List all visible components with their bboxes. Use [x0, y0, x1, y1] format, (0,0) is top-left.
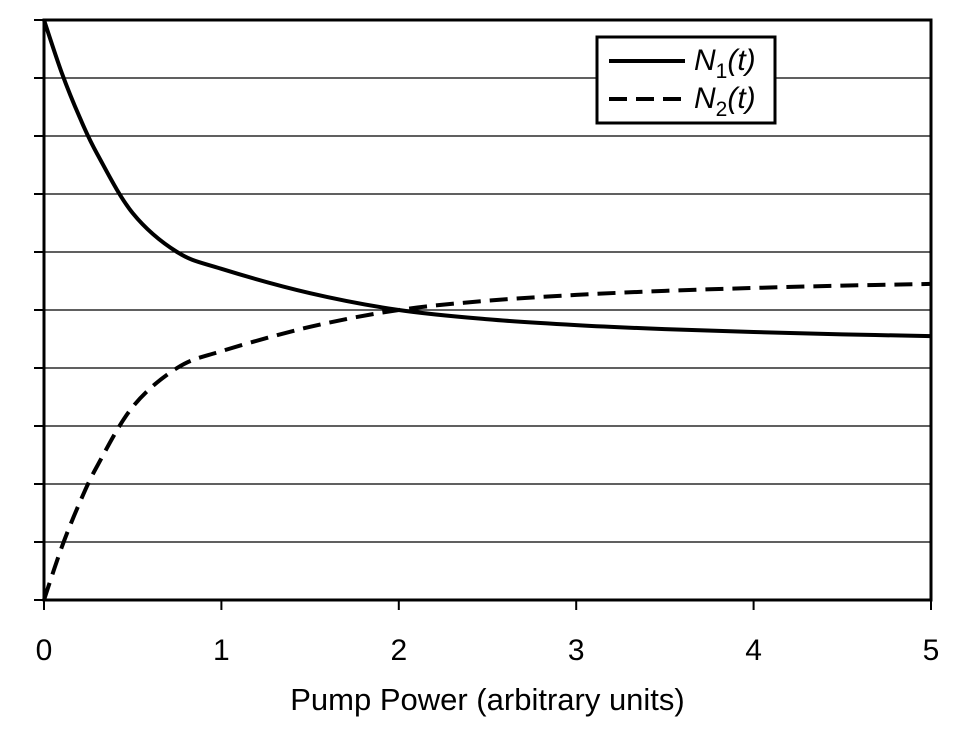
legend-n1-arg: (t) — [727, 44, 755, 77]
x-axis-label: Pump Power (arbitrary units) — [290, 682, 685, 717]
legend: N1(t) N2(t) — [595, 35, 777, 125]
legend-label-n2: N2(t) — [694, 82, 756, 121]
series-line-n2 — [42, 281, 932, 601]
x-tick-labels: 0 1 2 3 4 5 — [36, 634, 940, 667]
legend-n1-sub: 1 — [716, 60, 728, 83]
legend-n2-main: N — [694, 82, 716, 115]
legend-label-n1: N1(t) — [694, 44, 756, 83]
gridlines — [44, 77, 931, 543]
series-line-n1 — [42, 19, 932, 339]
x-tick-label: 5 — [923, 634, 940, 667]
x-tick-label: 4 — [745, 634, 762, 667]
legend-n2-arg: (t) — [727, 82, 755, 115]
legend-box — [595, 35, 777, 125]
legend-n1-main: N — [694, 44, 716, 77]
x-tick-label: 0 — [36, 634, 53, 667]
x-tick-label: 2 — [390, 634, 407, 667]
series-layer — [42, 19, 932, 601]
x-ticks — [43, 600, 932, 610]
x-tick-label: 3 — [568, 634, 585, 667]
y-ticks — [34, 19, 44, 601]
x-tick-label: 1 — [213, 634, 230, 667]
legend-n2-sub: 2 — [716, 98, 728, 121]
